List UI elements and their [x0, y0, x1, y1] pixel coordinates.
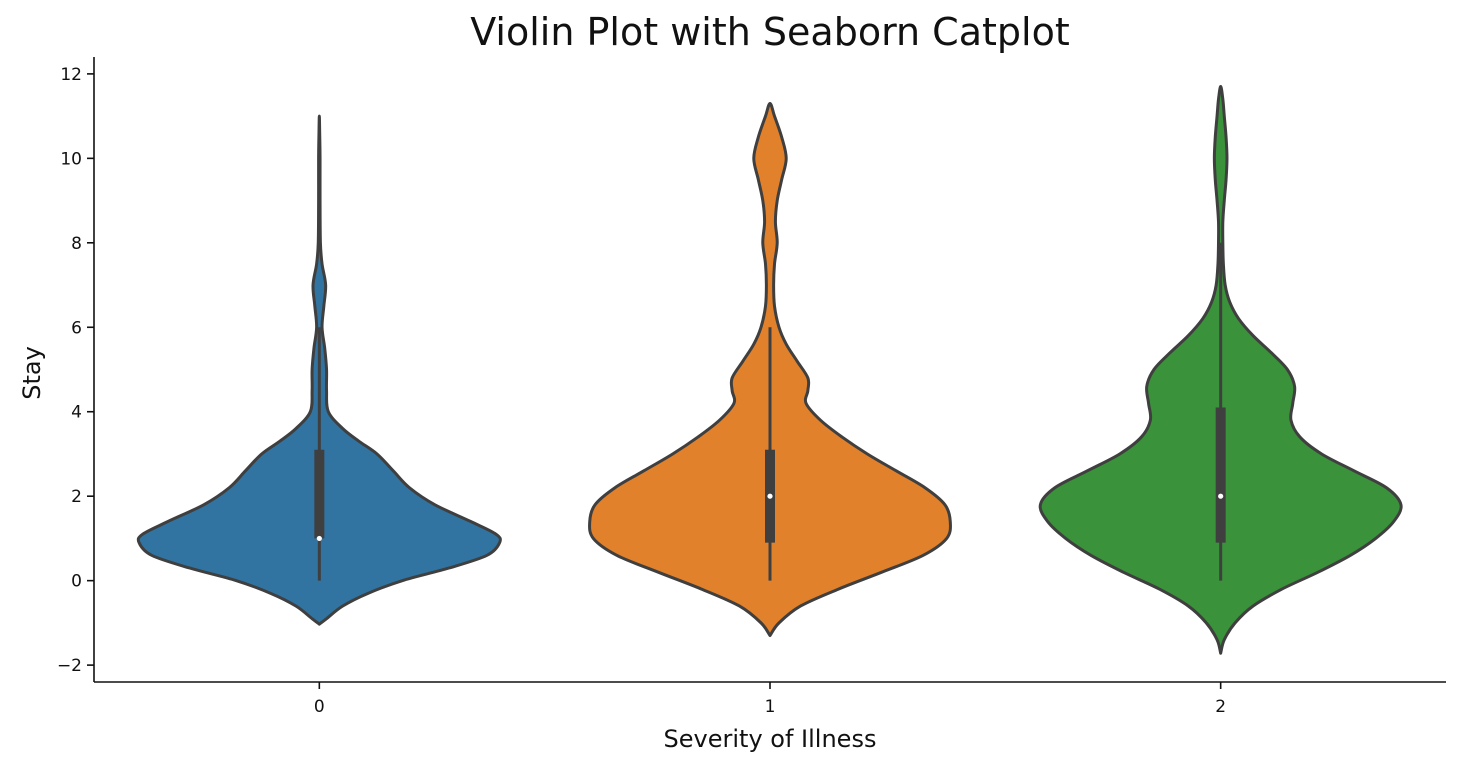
y-tick-label: 6	[71, 318, 82, 338]
x-tick-label: 1	[765, 697, 776, 717]
violin-iqr-box-0	[314, 449, 325, 539]
x-tick-label: 0	[314, 697, 325, 717]
y-axis-label: Stay	[18, 346, 46, 400]
violin-iqr-box-2	[1215, 407, 1226, 543]
y-tick-label: 4	[71, 403, 82, 423]
violin-median-point-1	[767, 493, 773, 499]
y-tick-label: 8	[71, 234, 82, 254]
violin-median-point-2	[1218, 493, 1224, 499]
y-tick-label: 2	[71, 487, 82, 507]
y-tick-label: 0	[71, 572, 82, 592]
y-tick-label: 10	[60, 149, 82, 169]
y-tick-label: 12	[60, 65, 82, 85]
y-axis: −2 0 2 4 6 8 10 12	[57, 57, 95, 682]
violins-layer	[136, 85, 1403, 655]
x-tick-label: 2	[1215, 697, 1226, 717]
violin-median-point-0	[316, 535, 322, 542]
violin-group-1	[588, 101, 952, 638]
violin-group-0	[136, 114, 502, 626]
chart-title: Violin Plot with Seaborn Catplot	[470, 10, 1069, 54]
x-axis-label: Severity of Illness	[664, 725, 877, 753]
y-tick-label: −2	[57, 656, 82, 676]
violin-group-2	[1038, 85, 1403, 655]
x-axis: 0 1 2	[94, 681, 1446, 717]
